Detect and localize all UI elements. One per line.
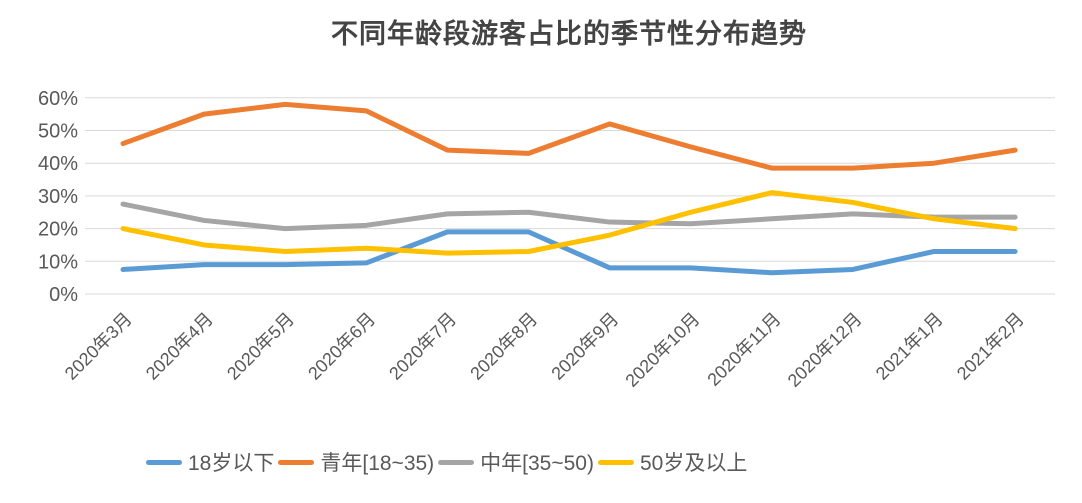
y-tick-label: 0% <box>49 284 78 306</box>
x-tick-label: 2021年1月 <box>872 309 947 384</box>
series-line-0 <box>120 229 1018 276</box>
x-tick-label: 2020年5月 <box>223 309 298 384</box>
legend-item-over50[interactable]: 50岁及以上 <box>597 447 748 477</box>
y-tick-label: 60% <box>38 88 78 110</box>
legend-item-under18[interactable]: 18岁以下 <box>146 447 274 477</box>
y-tick-label: 40% <box>38 153 78 175</box>
chart-title: 不同年龄段游客占比的季节性分布趋势 <box>331 19 807 49</box>
x-tick-label: 2020年4月 <box>142 309 217 384</box>
series-line-1 <box>120 101 1018 171</box>
series-line-3 <box>120 190 1018 256</box>
x-tick-label: 2020年11月 <box>703 309 784 390</box>
series-line-2 <box>120 201 1018 232</box>
x-tick-label: 2020年10月 <box>621 309 703 391</box>
y-tick-label: 10% <box>38 251 78 273</box>
legend-label: 18岁以下 <box>188 452 275 475</box>
legend-line-marker <box>438 459 475 465</box>
x-tick-label: 2020年3月 <box>61 309 136 384</box>
legend-item-youth[interactable]: 青年[18~35) <box>278 447 434 477</box>
legend: 18岁以下 青年[18~35) 中年[35~50) 50岁及以上 <box>146 447 747 477</box>
x-tick-label: 2020年6月 <box>304 309 379 384</box>
x-tick-label: 2020年7月 <box>385 309 460 384</box>
legend-label: 50岁及以上 <box>639 452 748 475</box>
legend-label: 中年[35~50) <box>480 452 594 475</box>
legend-label: 青年[18~35) <box>320 452 435 475</box>
x-tick-label: 2020年8月 <box>466 309 541 384</box>
x-tick-label: 2020年9月 <box>547 309 622 384</box>
y-tick-label: 20% <box>38 219 78 241</box>
x-tick-label: 2021年2月 <box>953 309 1028 384</box>
legend-line-marker <box>146 459 182 465</box>
legend-line-marker <box>597 459 634 465</box>
x-tick-label: 2020年12月 <box>784 309 866 391</box>
y-tick-label: 50% <box>38 121 78 143</box>
y-tick-label: 30% <box>38 186 78 208</box>
legend-line-marker <box>278 459 315 465</box>
legend-item-middleage[interactable]: 中年[35~50) <box>438 447 594 477</box>
